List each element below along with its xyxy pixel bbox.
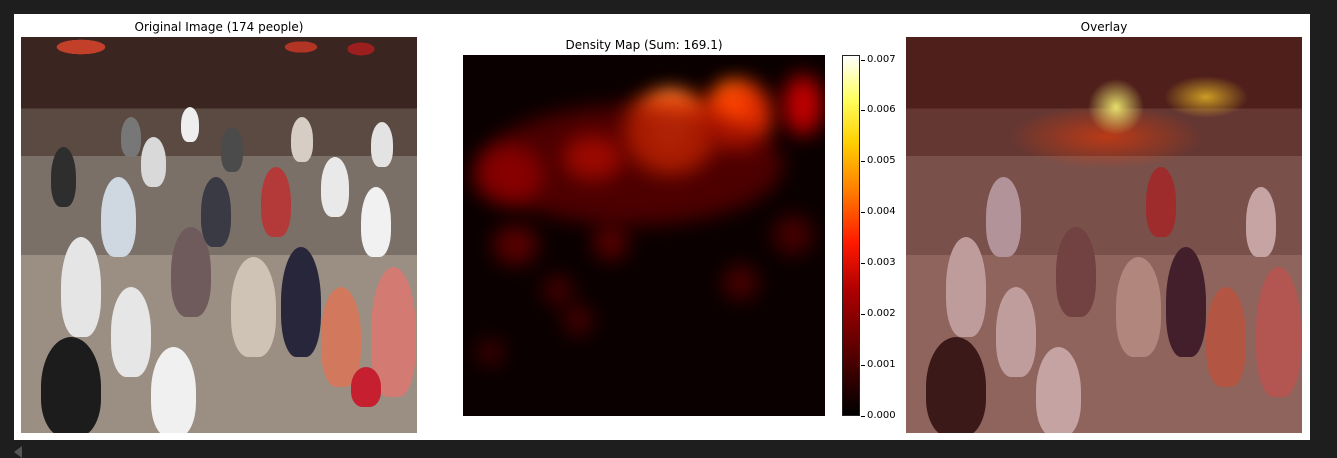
colorbar-tick-label: 0.003: [867, 257, 896, 268]
colorbar-tick: [861, 416, 865, 417]
colorbar-tick: [861, 110, 865, 111]
colorbar-tick-label: 0.001: [867, 359, 896, 370]
colorbar-tick: [861, 60, 865, 61]
density-map: [463, 55, 825, 416]
colorbar-tick-label: 0.005: [867, 155, 896, 166]
original-image: [21, 37, 417, 433]
left-title: Original Image (174 people): [134, 20, 304, 34]
colorbar-tick: [861, 263, 865, 264]
colorbar-tick: [861, 212, 865, 213]
colorbar-tick: [861, 161, 865, 162]
colorbar-tick-label: 0.000: [867, 410, 896, 421]
overlay-image: [906, 37, 1302, 433]
density-overlay-tint: [906, 37, 1302, 433]
colorbar-tick-label: 0.002: [867, 308, 896, 319]
colorbar-tick-label: 0.006: [867, 104, 896, 115]
colorbar-tick-label: 0.007: [867, 54, 896, 65]
colorbar-tick: [861, 365, 865, 366]
colorbar: [842, 55, 860, 416]
middle-title: Density Map (Sum: 169.1): [565, 38, 723, 52]
colorbar-tick-label: 0.004: [867, 206, 896, 217]
colorbar-tick: [861, 314, 865, 315]
figure: Original Image (174 people) Density Map …: [14, 14, 1310, 440]
right-title: Overlay: [1080, 20, 1128, 34]
scroll-left-icon[interactable]: [14, 446, 22, 458]
